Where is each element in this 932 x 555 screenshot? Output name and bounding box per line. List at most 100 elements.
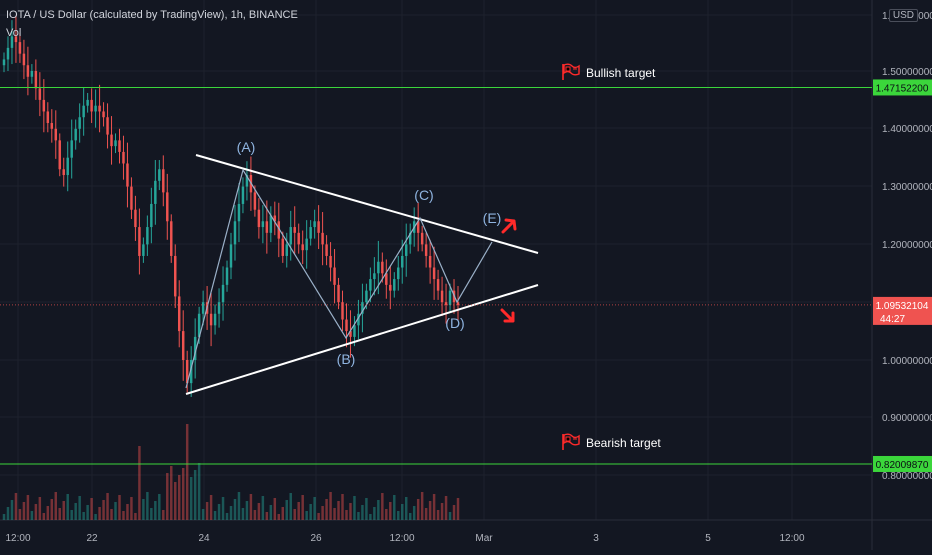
arrow-up-right-icon — [501, 218, 517, 234]
volume-bar — [293, 509, 296, 520]
volume-bar — [448, 512, 452, 520]
volume-bar — [416, 499, 420, 520]
target-price-label: 0.82009870 — [876, 460, 929, 471]
triangle-upper-trendline — [195, 154, 539, 254]
volume-bar — [2, 514, 6, 520]
candle-body — [253, 192, 257, 210]
candle-body — [408, 232, 412, 245]
candle-body — [221, 284, 225, 303]
volume-bar — [313, 497, 316, 520]
candle-body — [122, 151, 125, 164]
candle-body — [265, 221, 269, 233]
volume-bar — [209, 495, 213, 520]
volume-bar — [205, 502, 209, 520]
volume-bar — [26, 495, 30, 520]
candle-body — [456, 302, 460, 306]
candle-body — [42, 99, 46, 112]
candle-body — [225, 267, 229, 285]
volume-bar — [253, 510, 257, 520]
volume-bar — [373, 507, 376, 520]
candle-body — [74, 128, 77, 141]
volume-bar — [341, 494, 344, 520]
candle-body — [102, 111, 105, 118]
candle-body — [325, 244, 328, 256]
candle-body — [126, 163, 129, 187]
volume-bar — [277, 514, 281, 520]
candle-body — [301, 244, 304, 251]
candle-body — [424, 244, 428, 256]
volume-bar — [221, 497, 225, 520]
candle-body — [134, 209, 137, 228]
candle-body — [285, 244, 288, 256]
volume-bar — [193, 470, 197, 520]
candle-body — [185, 360, 189, 384]
candle-body — [50, 123, 54, 129]
candle-body — [401, 255, 404, 268]
candle-body — [217, 302, 221, 314]
volume-bar — [353, 496, 356, 520]
triangle-lower-trendline — [185, 284, 539, 395]
candle-body — [389, 284, 392, 291]
volume-bar — [440, 503, 444, 520]
candle-body — [6, 47, 10, 60]
candle-body — [373, 273, 376, 280]
volume-bar — [34, 504, 38, 520]
candle-body — [281, 238, 285, 256]
candle-body — [78, 117, 81, 129]
volume-bar — [185, 424, 189, 520]
volume-bar — [301, 495, 304, 520]
target-label: Bearish target — [586, 436, 661, 450]
target-label: Bullish target — [586, 66, 656, 80]
volume-bar — [22, 502, 26, 520]
candle-body — [82, 105, 85, 118]
wave-label: (B) — [337, 351, 356, 367]
volume-bar — [369, 514, 372, 520]
price-axis-label: 1.50000000 — [882, 67, 932, 78]
volume-bar — [249, 494, 253, 520]
flag-icon — [562, 63, 580, 80]
volume-bar — [365, 498, 368, 520]
candle-body — [110, 134, 113, 147]
volume-bar — [321, 506, 324, 520]
volume-bar — [233, 499, 237, 520]
volume-bar — [114, 502, 117, 520]
candle-body — [444, 302, 448, 306]
volume-bar — [325, 499, 328, 520]
candle-body — [118, 140, 121, 152]
candle-body — [241, 186, 245, 204]
currency-badge[interactable]: USD — [888, 9, 918, 22]
candle-body — [337, 284, 340, 303]
price-axis-label: 1.30000000 — [882, 182, 932, 193]
candle-body — [245, 175, 249, 187]
candle-body — [90, 99, 93, 112]
volume-bar — [389, 502, 392, 520]
candle-body — [269, 215, 273, 233]
volume-bar — [189, 477, 193, 520]
volume-bar — [213, 511, 217, 520]
volume-bar — [18, 509, 22, 520]
candle-body — [209, 313, 213, 326]
volume-bar — [408, 513, 412, 520]
candle-body — [317, 221, 320, 233]
candle-body — [237, 203, 241, 222]
candle-body — [273, 215, 277, 222]
time-axis-label: 3 — [593, 533, 599, 544]
candle-body — [257, 209, 261, 228]
arrow-down-right-icon — [500, 308, 515, 323]
candle-body — [158, 169, 161, 181]
volume-bar — [42, 513, 46, 520]
price-axis-label: 0.80000000 — [882, 471, 932, 482]
volume-bar — [46, 506, 50, 520]
candle-body — [177, 296, 181, 332]
volume-bar — [432, 494, 436, 520]
volume-bar — [217, 504, 221, 520]
candle-body — [361, 302, 364, 314]
volume-bar — [381, 493, 384, 520]
volume-bar — [273, 498, 277, 520]
volume-bar — [265, 512, 269, 520]
wave-label: (C) — [414, 187, 433, 203]
volume-bar — [62, 501, 65, 520]
volume-bar — [436, 510, 440, 520]
candle-body — [432, 267, 436, 280]
